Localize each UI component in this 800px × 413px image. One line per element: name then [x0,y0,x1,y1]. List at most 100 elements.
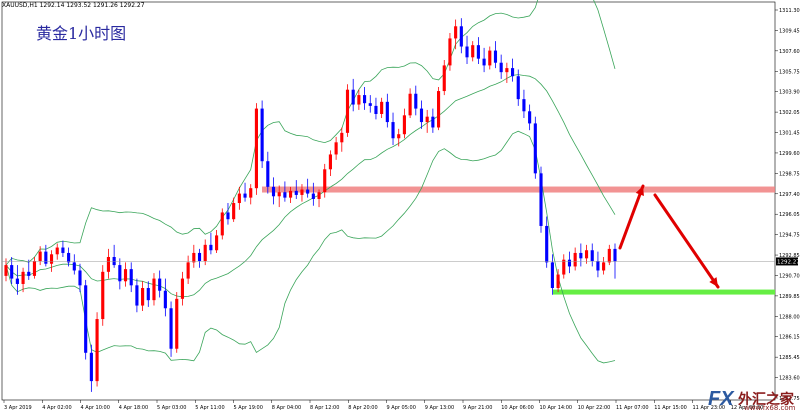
candle-body [516,76,520,100]
x-tick-label: 12 Apr 08:00 [731,405,764,411]
x-tick-label: 8 Apr 12:00 [310,405,339,411]
forecast-arrow-up-head [635,186,644,196]
candle-body [169,308,173,349]
candle-body [436,91,441,128]
candle-body [345,89,350,133]
y-tick-label: 1309.45 [779,28,800,34]
candle-body [533,123,537,174]
resistance-zone [262,186,775,193]
candle-body [10,265,14,279]
y-tick-label: 1283.60 [779,376,800,382]
candle-body [266,161,270,187]
candle-body [237,193,241,204]
candle-body [459,26,463,47]
candle-body [15,278,19,284]
candle-body [311,193,315,199]
candle-body [186,262,190,279]
candle-body [294,190,298,195]
candle-body [289,190,293,198]
x-tick-label: 5 Apr 03:00 [157,405,186,411]
plot-frame [1,1,776,401]
candle-body [232,203,236,220]
y-tick-label: 1281.75 [779,396,800,402]
candle-body [562,259,566,275]
candle-body [607,248,611,263]
candle-body [590,250,594,262]
candle-body [175,298,179,349]
forecast-arrow-down [653,193,720,289]
x-tick-label: 11 Apr 07:00 [616,405,649,411]
y-tick-label: 1299.60 [779,151,800,157]
candle-body [146,288,150,301]
watermark-logo: FX [708,388,734,410]
candle-body [539,173,543,226]
candle-body [260,108,264,162]
candle-body [163,290,167,309]
x-tick-label: 9 Apr 21:00 [463,405,492,411]
candle-body [32,261,37,276]
candle-body [152,278,156,301]
candle-body [254,108,258,189]
candle-body [101,271,105,320]
candle-body [334,142,338,155]
y-tick-label: 1303.90 [779,90,800,96]
support-zone [553,289,775,295]
candle-body [106,256,111,272]
x-tick-label: 9 Apr 13:00 [425,405,454,411]
x-tick-label: 3 Apr 2019 [4,405,32,411]
candle-body [402,115,406,135]
candle-body [368,103,372,106]
candle-body [573,252,577,267]
candle-body [351,89,355,105]
candle-body [129,269,133,286]
candle-body [596,261,600,271]
candle-body [226,212,230,220]
candle-body [363,95,367,104]
x-tick-label: 5 Apr 19:00 [234,405,263,411]
x-tick-label: 10 Apr 22:00 [578,405,611,411]
y-tick-label: 1297.40 [779,192,800,198]
x-tick-label: 8 Apr 04:00 [272,405,301,411]
x-tick-label: 11 Apr 15:00 [654,405,687,411]
candle-body [482,58,486,66]
candle-body [448,38,452,66]
y-tick-label: 1305.75 [779,69,800,75]
candle-body [499,62,503,73]
candle-body [118,265,122,282]
candle-body [49,254,54,264]
candle-body [408,93,412,116]
candle-body [78,270,82,286]
ohlc-values: 1292.14 1293.52 1291.26 1292.27 [39,2,145,9]
candle-body [44,251,48,264]
candle-body [510,68,515,77]
candle-body [380,101,384,114]
candle-body [323,169,327,193]
candle-body [602,262,606,271]
candle-body [180,278,185,299]
candle-body [84,285,88,353]
candle-body [357,95,361,105]
candle-body [385,101,389,123]
candle-body [243,193,247,198]
candle-body [306,189,310,194]
candle-body [425,116,429,123]
watermark-url: www.fx68.com [744,404,796,412]
x-tick-label: 4 Apr 02:00 [42,405,71,411]
y-tick-label: 1292.85 [779,253,800,259]
candle-body [61,247,65,253]
bollinger-lower [5,130,616,364]
y-tick-label: 1290.70 [779,273,800,279]
candle-body [55,247,59,255]
candle-body [584,250,589,259]
candle-body [397,134,401,139]
candle-body [271,186,276,197]
candle-body [67,252,71,263]
candle-body [283,192,287,198]
y-tick-label: 1286.15 [779,335,800,341]
candle-body [528,111,532,124]
y-tick-label: 1298.75 [779,171,800,177]
y-tick-label: 1288.00 [779,314,800,320]
x-tick-label: 4 Apr 18:00 [119,405,148,411]
